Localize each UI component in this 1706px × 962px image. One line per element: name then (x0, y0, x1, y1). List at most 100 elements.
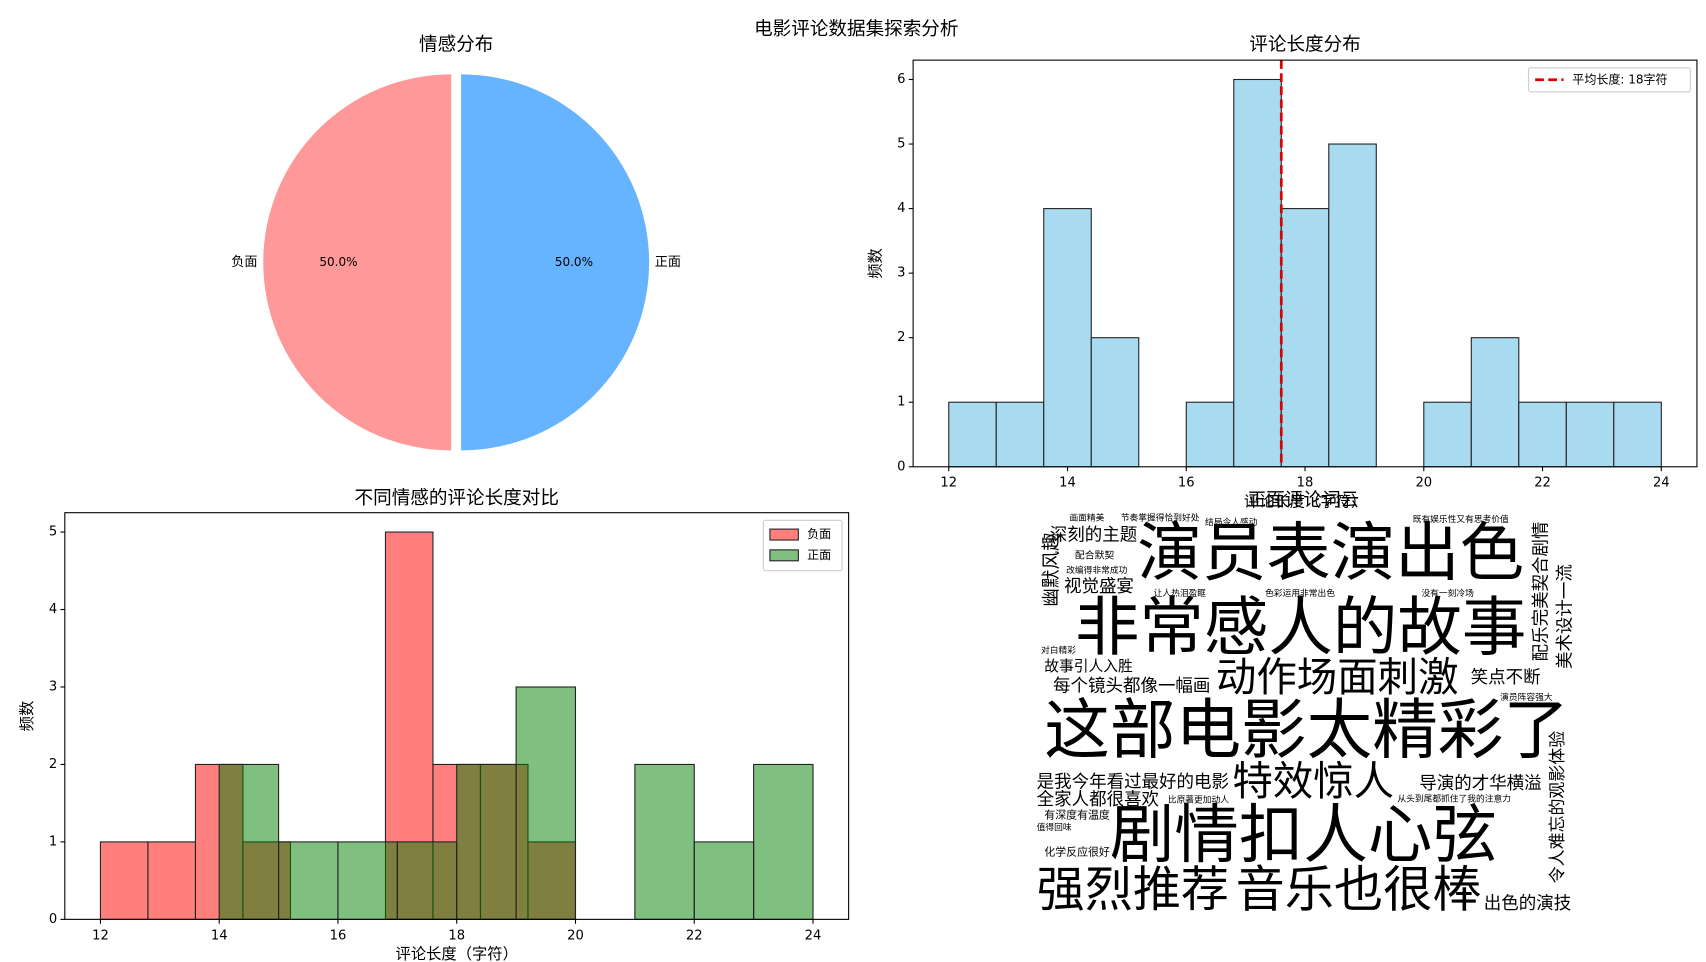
pie-wedge (461, 74, 650, 451)
histogram-bar (456, 763, 517, 920)
pie-label: 负面 (231, 254, 257, 270)
x-tick-label: 14 (1059, 476, 1076, 491)
word: 是我今年看过最好的电影 (1037, 773, 1229, 793)
x-tick-label: 16 (1178, 476, 1195, 491)
histogram-bar (1280, 208, 1330, 468)
chart-title: 评论长度分布 (1249, 34, 1360, 55)
histogram-bar (995, 401, 1045, 468)
word: 导演的才华横溢 (1419, 774, 1541, 794)
y-tick-label: 1 (897, 395, 905, 410)
figure-title: 电影评论数据集探索分析 (754, 19, 958, 40)
histogram-bar (1470, 337, 1520, 468)
legend-label: 正面 (807, 548, 831, 562)
pie-label: 正面 (655, 255, 681, 270)
word: 从头到尾都抓住了我的注意力 (1397, 793, 1511, 805)
histogram-bar (99, 841, 149, 920)
word: 令人难忘的观影体验 (1547, 731, 1567, 883)
word: 有深度有温度 (1044, 808, 1110, 822)
x-tick-label: 16 (330, 928, 347, 943)
histogram-bar (337, 841, 398, 920)
y-tick-label: 2 (49, 757, 57, 772)
word: 既有娱乐性又有思考价值 (1413, 513, 1509, 525)
y-tick-label: 4 (49, 602, 57, 617)
x-tick-label: 20 (1415, 476, 1432, 491)
x-tick-label: 12 (940, 476, 957, 491)
histogram-bar (1233, 78, 1282, 468)
y-tick-label: 5 (49, 525, 57, 540)
word: 每个镜头都像一幅画 (1053, 677, 1210, 697)
word: 配乐完美契合剧情 (1532, 521, 1552, 661)
y-tick-label: 1 (49, 834, 57, 849)
x-axis-label: 评论长度（字符） (396, 945, 518, 962)
word: 结局令人感动 (1205, 516, 1258, 528)
chart-title: 正面评论词云 (1248, 490, 1359, 511)
word: 特效惊人 (1232, 757, 1394, 805)
x-tick-label: 18 (448, 928, 465, 943)
word: 让人热泪盈眶 (1154, 587, 1207, 599)
legend-swatch (769, 528, 799, 541)
word: 动作场面刺激 (1216, 653, 1459, 701)
x-tick-label: 14 (211, 928, 228, 943)
word: 全家人都很喜欢 (1037, 790, 1159, 810)
word: 色彩运用非常出色 (1265, 587, 1335, 599)
histogram-bar (1423, 401, 1472, 468)
axes-frame (64, 512, 850, 920)
histogram-bar (634, 763, 695, 920)
pie-wedge (263, 74, 452, 451)
legend-swatch (769, 549, 799, 562)
histogram-bar (147, 841, 196, 920)
word: 音乐也很棒 (1236, 861, 1482, 919)
x-tick-label: 12 (92, 928, 109, 943)
x-axis-label: 评论长度（字符） (1244, 492, 1366, 510)
word: 视觉盛宴 (1064, 576, 1134, 597)
chart-title: 情感分布 (419, 34, 493, 55)
y-tick-label: 3 (897, 266, 905, 281)
word: 非常感人的故事 (1075, 590, 1526, 665)
histogram-bar (1565, 401, 1615, 468)
word: 这部电影太精彩了 (1044, 693, 1569, 769)
word: 演员阵容强大 (1500, 691, 1553, 703)
chart-title: 不同情感的评论长度对比 (355, 488, 559, 509)
y-tick-label: 0 (49, 912, 57, 927)
word: 值得回味 (1037, 821, 1072, 833)
x-tick-label: 22 (686, 928, 703, 943)
histogram-bar (1613, 401, 1662, 468)
word: 剧情扣人心弦 (1110, 798, 1497, 873)
y-tick-label: 3 (49, 679, 57, 694)
word: 深刻的主题 (1050, 526, 1137, 546)
y-tick-label: 2 (897, 330, 905, 345)
pie-value-label: 50.0% (555, 255, 593, 269)
x-tick-label: 22 (1534, 476, 1551, 491)
word: 幽默风趣 (1041, 532, 1062, 606)
legend-box (1528, 67, 1691, 93)
word: 配合默契 (1075, 548, 1114, 561)
word: 出色的演技 (1484, 894, 1571, 914)
y-tick-label: 4 (897, 201, 905, 216)
word: 强烈推荐 (1037, 862, 1229, 918)
histogram-bar (1090, 337, 1140, 468)
y-axis-label: 频数 (866, 248, 884, 279)
y-tick-label: 5 (897, 137, 905, 152)
x-tick-label: 24 (805, 928, 822, 943)
word: 改编得非常成功 (1066, 564, 1127, 576)
histogram-bar (396, 841, 458, 920)
legend-label: 负面 (807, 527, 831, 541)
word: 没有一刻冷场 (1421, 587, 1474, 599)
word: 演员表演出色 (1137, 516, 1524, 591)
histogram-bar (753, 763, 814, 920)
axes-frame (912, 59, 1698, 468)
legend-label: 平均长度: 18字符 (1572, 71, 1667, 86)
x-tick-label: 24 (1653, 476, 1670, 491)
word: 笑点不断 (1471, 668, 1541, 688)
x-tick-label: 18 (1297, 476, 1314, 491)
word: 化学反应很好 (1044, 845, 1110, 859)
word: 比原著更加动人 (1168, 794, 1229, 806)
histogram-bar (1518, 401, 1567, 468)
pie-value-label: 50.0% (319, 255, 357, 269)
word: 节奏掌握得恰到好处 (1121, 512, 1200, 524)
histogram-bar (1043, 208, 1092, 468)
histogram-bar (948, 401, 997, 468)
histogram-bar (1328, 143, 1377, 468)
